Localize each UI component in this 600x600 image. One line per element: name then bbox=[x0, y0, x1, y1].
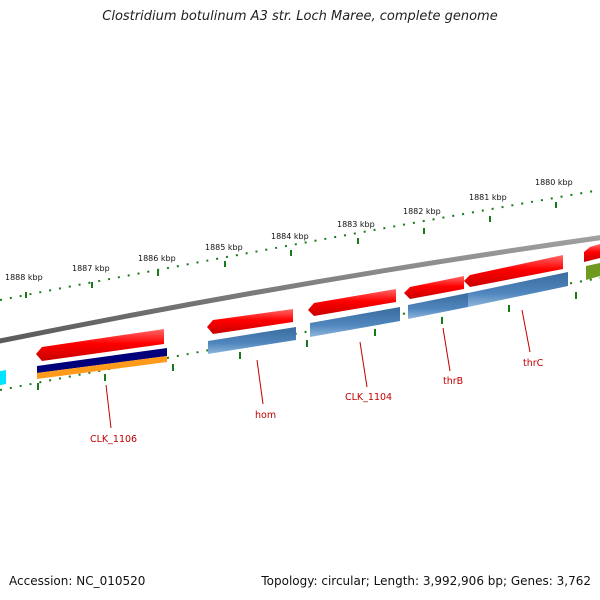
scale-label: 1887 kbp bbox=[72, 264, 110, 273]
scale-major-ticks bbox=[25, 202, 557, 298]
cds-bar-cyan[interactable] bbox=[0, 370, 6, 386]
gene-label-hom[interactable]: hom bbox=[255, 410, 276, 421]
cds-bar-blue[interactable] bbox=[208, 327, 296, 354]
cds-bar-blue[interactable] bbox=[408, 293, 468, 319]
scale-label: 1882 kbp bbox=[403, 207, 441, 216]
genome-backbone bbox=[0, 235, 600, 344]
gene-label-clk1106[interactable]: CLK_1106 bbox=[90, 434, 137, 445]
accession-text: Accession: NC_010520 bbox=[9, 574, 146, 588]
scale-label: 1880 kbp bbox=[535, 178, 573, 187]
gene-arrow[interactable] bbox=[207, 309, 293, 334]
cds-bar-navy[interactable] bbox=[37, 348, 167, 373]
scale-label: 1884 kbp bbox=[271, 232, 309, 241]
gene-arrow[interactable] bbox=[404, 276, 464, 299]
gene-label-thrb[interactable]: thrB bbox=[443, 376, 463, 387]
topology-text: Topology: circular; Length: 3,992,906 bp… bbox=[261, 574, 591, 588]
gene-arrow[interactable] bbox=[464, 255, 563, 287]
cds-features bbox=[0, 263, 600, 386]
label-leaders bbox=[105, 309, 531, 429]
scale-label: 1885 kbp bbox=[205, 243, 243, 252]
gene-label-clk1104[interactable]: CLK_1104 bbox=[345, 392, 392, 403]
map-title: Clostridium botulinum A3 str. Loch Maree… bbox=[102, 9, 498, 24]
cds-bar-olive[interactable] bbox=[586, 263, 600, 280]
gene-arrow[interactable] bbox=[584, 244, 600, 262]
forward-genes bbox=[36, 244, 600, 361]
scale-label: 1883 kbp bbox=[337, 220, 375, 229]
cds-bar-orange[interactable] bbox=[37, 356, 167, 379]
gene-arrow[interactable] bbox=[36, 329, 164, 361]
gene-labels: CLK_1106 hom CLK_1104 thrB thrC bbox=[90, 358, 544, 445]
cds-bar-blue[interactable] bbox=[468, 272, 568, 307]
gene-label-thrc[interactable]: thrC bbox=[523, 358, 544, 369]
scale-labels: 1888 kbp 1887 kbp 1886 kbp 1885 kbp 1884… bbox=[5, 178, 573, 282]
scale-label: 1886 kbp bbox=[138, 254, 176, 263]
gene-arrow[interactable] bbox=[308, 289, 396, 316]
scale-label: 1888 kbp bbox=[5, 273, 43, 282]
scale-inner-major-ticks bbox=[37, 292, 577, 390]
scale-label: 1881 kbp bbox=[469, 193, 507, 202]
cds-bar-blue[interactable] bbox=[310, 307, 400, 337]
